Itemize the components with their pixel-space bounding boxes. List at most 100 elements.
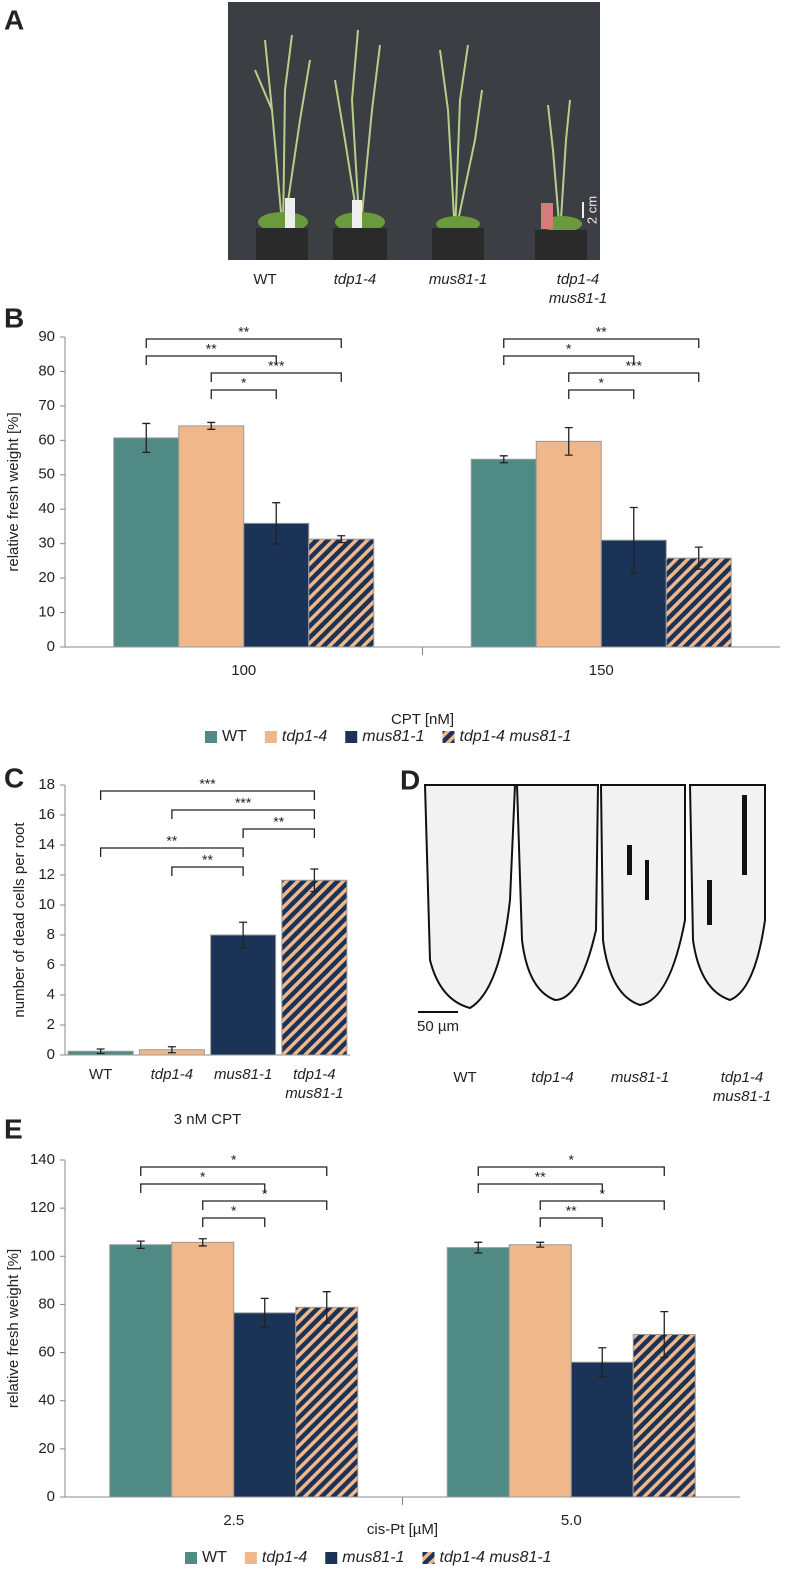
significance-label: * <box>241 375 247 391</box>
genotype-label: tdp1-4 <box>531 1069 574 1086</box>
significance-bracket <box>539 1200 665 1210</box>
y-tick-label: 120 <box>30 1199 55 1216</box>
bar <box>113 437 180 648</box>
y-tick-label: 10 <box>38 604 55 621</box>
y-tick-label: 50 <box>38 466 55 483</box>
y-tick-label: 18 <box>38 776 55 793</box>
y-tick-label: 10 <box>38 896 55 913</box>
x-tick-label: 150 <box>589 662 614 679</box>
x-tick-label: WT <box>88 1066 113 1083</box>
y-tick-label: 2 <box>47 1016 55 1033</box>
significance-label: ** <box>238 324 249 340</box>
significance-bracket <box>99 847 244 857</box>
y-tick-label: 70 <box>38 397 55 414</box>
error-bar <box>239 921 248 949</box>
panel-letter: C <box>4 762 24 793</box>
legend-label: WT <box>202 1549 227 1566</box>
bar <box>210 934 277 1056</box>
legend-label: WT <box>222 728 247 745</box>
x-tick-label: 100 <box>231 662 256 679</box>
legend-label: mus81-1 <box>362 728 424 745</box>
genotype-label: tdp1-4 mus81-1 <box>712 1069 772 1105</box>
error-bar <box>598 1347 607 1378</box>
legend-swatch <box>205 731 217 743</box>
significance-label: * <box>231 1152 237 1168</box>
x-axis-title: CPT [nM] <box>391 711 454 728</box>
genotype-label: WT <box>253 271 277 288</box>
bar <box>570 1361 634 1498</box>
significance-label: ** <box>566 1203 577 1219</box>
x-axis-title: 3 nM CPT <box>174 1111 242 1128</box>
significance-label: * <box>569 1152 575 1168</box>
error-bar <box>142 422 151 454</box>
panel-letter: A <box>4 4 24 35</box>
significance-bracket <box>539 1217 603 1227</box>
significance-label: *** <box>626 358 643 374</box>
error-bar <box>499 455 508 464</box>
significance-label: ** <box>206 341 217 357</box>
significance-label: ** <box>273 814 284 830</box>
significance-label: ** <box>535 1169 546 1185</box>
y-axis-title: relative fresh weight [%] <box>5 412 22 571</box>
y-tick-label: 80 <box>38 362 55 379</box>
y-tick-label: 80 <box>38 1295 55 1312</box>
significance-bracket <box>477 1166 665 1176</box>
error-bar <box>474 1241 483 1254</box>
significance-label: ** <box>202 852 213 868</box>
y-tick-label: 90 <box>38 328 55 345</box>
error-bar <box>660 1311 669 1359</box>
error-bar <box>694 546 703 570</box>
significance-bracket <box>568 372 700 382</box>
x-axis-title: cis-Pt [µM] <box>367 1521 438 1538</box>
legend-swatch <box>244 1552 257 1564</box>
legend-swatch <box>185 1552 197 1564</box>
error-bar <box>96 1048 105 1055</box>
bar <box>295 1306 359 1498</box>
x-tick-label: tdp1-4 <box>150 1066 194 1083</box>
legend-swatch <box>422 1552 435 1564</box>
significance-bracket <box>171 866 244 876</box>
genotype-label: mus81-1 <box>428 271 488 288</box>
significance-label: ** <box>596 324 607 340</box>
bar <box>171 1241 235 1498</box>
genotype-label: tdp1-4 <box>333 271 377 288</box>
y-tick-label: 60 <box>38 1344 55 1361</box>
significance-label: * <box>200 1169 206 1185</box>
x-tick-label: tdp1-4 mus81-1 <box>285 1066 344 1102</box>
y-tick-label: 16 <box>38 806 55 823</box>
error-bar <box>322 1291 331 1324</box>
significance-bracket <box>202 1200 328 1210</box>
panel-letter: D <box>400 764 420 795</box>
significance-label: * <box>599 375 605 391</box>
significance-bracket <box>171 809 316 819</box>
legend-swatch <box>345 731 358 743</box>
error-bar <box>207 421 216 430</box>
panel-letter: E <box>4 1113 23 1144</box>
legend-label: tdp1-4 mus81-1 <box>460 728 572 745</box>
legend-swatch <box>442 731 455 743</box>
y-tick-label: 6 <box>47 956 55 973</box>
y-axis-title: relative fresh weight [%] <box>5 1249 22 1408</box>
bar <box>632 1334 696 1498</box>
y-tick-label: 60 <box>38 431 55 448</box>
genotype-label: WT <box>453 1069 477 1086</box>
bar <box>508 1244 572 1498</box>
significance-label: * <box>600 1186 606 1202</box>
significance-bracket <box>202 1217 266 1227</box>
genotype-label: mus81-1 <box>610 1069 670 1086</box>
significance-label: * <box>566 341 572 357</box>
significance-bracket <box>242 828 316 838</box>
legend-swatch <box>264 731 277 743</box>
x-tick-label: 2.5 <box>223 1512 244 1529</box>
error-bar <box>260 1297 269 1328</box>
legend-label: tdp1-4 <box>262 1549 307 1566</box>
bar <box>281 879 348 1056</box>
y-tick-label: 8 <box>47 926 55 943</box>
significance-label: *** <box>199 776 216 792</box>
error-bar <box>198 1238 207 1247</box>
y-tick-label: 30 <box>38 535 55 552</box>
y-axis-title: number of dead cells per root <box>11 822 28 1018</box>
legend-label: mus81-1 <box>342 1549 404 1566</box>
bar <box>535 440 602 648</box>
